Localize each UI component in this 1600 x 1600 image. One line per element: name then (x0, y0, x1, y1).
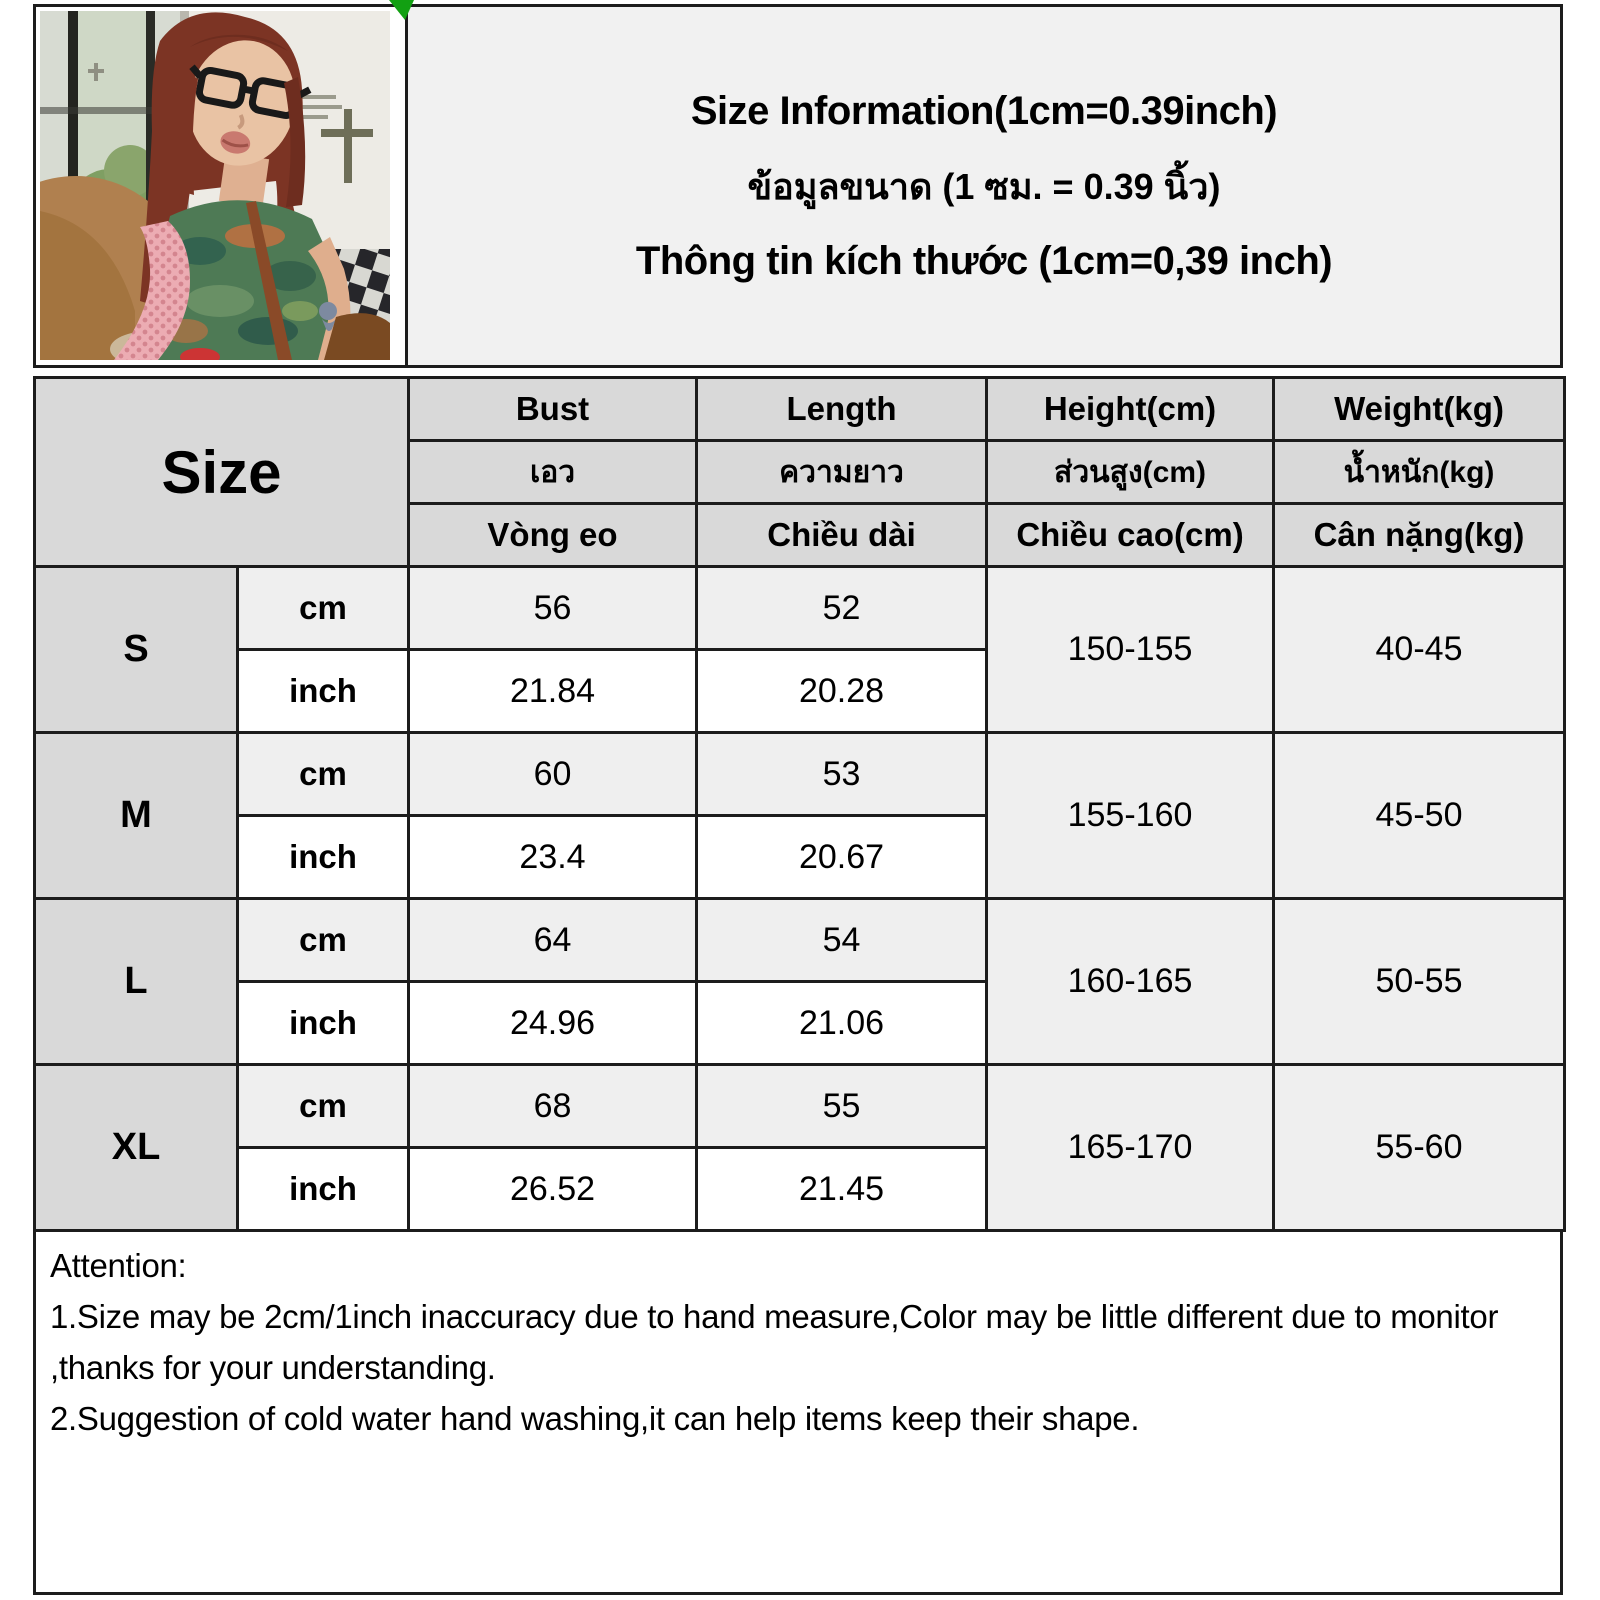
size-label-m: M (33, 731, 239, 900)
red-accent (180, 348, 220, 360)
wall-cross (321, 109, 373, 183)
s-length-inch: 20.28 (695, 648, 988, 734)
header-height-en: Height(cm) (985, 376, 1275, 442)
xl-bust-cm: 68 (407, 1063, 698, 1149)
lips (220, 131, 251, 154)
tattoo (319, 302, 337, 331)
size-corner-header: Size (33, 376, 410, 568)
header-weight-th: น้ำหนัก(kg) (1272, 439, 1566, 505)
attention-notes: Attention: 1.Size may be 2cm/1inch inacc… (33, 1229, 1563, 1595)
title-english: Size Information(1cm=0.39inch) (690, 88, 1278, 133)
s-weight: 40-45 (1272, 565, 1566, 734)
unit-inch: inch (236, 1146, 410, 1232)
header-weight-vi: Cân nặng(kg) (1272, 502, 1566, 568)
xl-weight: 55-60 (1272, 1063, 1566, 1232)
size-label-l: L (33, 897, 239, 1066)
unit-inch: inch (236, 814, 410, 900)
l-length-inch: 21.06 (695, 980, 988, 1066)
header-bust-vi: Vòng eo (407, 502, 698, 568)
top-section: Size Information(1cm=0.39inch) ข้อมูลขนา… (33, 4, 1563, 368)
table-row: inch 23.4 20.67 (35, 814, 1565, 900)
unit-inch: inch (236, 648, 410, 734)
crossbody-strap (246, 201, 292, 360)
xl-length-inch: 21.45 (695, 1146, 988, 1232)
l-height: 160-165 (985, 897, 1275, 1066)
header-height-vi: Chiều cao(cm) (985, 502, 1275, 568)
m-height: 155-160 (985, 731, 1275, 900)
unit-cm: cm (236, 565, 410, 651)
s-height: 150-155 (985, 565, 1275, 734)
table-row: inch 26.52 21.45 (35, 1146, 1565, 1232)
m-bust-inch: 23.4 (407, 814, 698, 900)
header-bust-en: Bust (407, 376, 698, 442)
header-weight-en: Weight(kg) (1272, 376, 1566, 442)
m-length-cm: 53 (695, 731, 988, 817)
header-bust-th: เอว (407, 439, 698, 505)
size-label-s: S (33, 565, 239, 734)
table-row: XL cm 68 55 165-170 55-60 (33, 1063, 1566, 1232)
header-length-en: Length (695, 376, 988, 442)
table-row: inch 24.96 21.06 (35, 980, 1565, 1066)
attention-note-1: 1.Size may be 2cm/1inch inaccuracy due t… (50, 1298, 1499, 1387)
green-corner-marker (389, 0, 414, 20)
xl-length-cm: 55 (695, 1063, 988, 1149)
title-thai: ข้อมูลขนาด (1 ซม. = 0.39 นิ้ว) (747, 165, 1221, 207)
table-row: M cm 60 53 155-160 45-50 (33, 731, 1566, 900)
model-photo (36, 7, 408, 365)
pink-mesh-strap (114, 221, 190, 360)
unit-cm: cm (236, 897, 410, 983)
header-length-th: ความยาว (695, 439, 988, 505)
attention-note-2: 2.Suggestion of cold water hand washing,… (50, 1400, 1140, 1438)
l-length-cm: 54 (695, 897, 988, 983)
size-label-xl: XL (33, 1063, 239, 1232)
s-length-cm: 52 (695, 565, 988, 651)
table-row: L cm 64 54 160-165 50-55 (33, 897, 1566, 1066)
header-height-th: ส่วนสูง(cm) (985, 439, 1275, 505)
attention-heading: Attention: (50, 1247, 187, 1284)
unit-cm: cm (236, 731, 410, 817)
m-bust-cm: 60 (407, 731, 698, 817)
l-bust-cm: 64 (407, 897, 698, 983)
size-table: Size Bust Length Height(cm) Weight(kg) เ… (33, 376, 1566, 1232)
header-length-vi: Chiều dài (695, 502, 988, 568)
title-block: Size Information(1cm=0.39inch) ข้อมูลขนา… (408, 7, 1560, 365)
wall-text-marks (298, 95, 342, 119)
s-bust-cm: 56 (407, 565, 698, 651)
model-photo-illustration (40, 11, 390, 360)
table-row: S cm 56 52 150-155 40-45 (33, 565, 1566, 734)
title-vietnamese: Thông tin kích thước (1cm=0,39 inch) (635, 238, 1333, 283)
model-figure (114, 12, 390, 360)
l-weight: 50-55 (1272, 897, 1566, 1066)
brown-bag (324, 313, 390, 360)
xl-height: 165-170 (985, 1063, 1275, 1232)
m-length-inch: 20.67 (695, 814, 988, 900)
l-bust-inch: 24.96 (407, 980, 698, 1066)
unit-inch: inch (236, 980, 410, 1066)
unit-cm: cm (236, 1063, 410, 1149)
table-row: inch 21.84 20.28 (35, 648, 1565, 734)
xl-bust-inch: 26.52 (407, 1146, 698, 1232)
s-bust-inch: 21.84 (407, 648, 698, 734)
m-weight: 45-50 (1272, 731, 1566, 900)
